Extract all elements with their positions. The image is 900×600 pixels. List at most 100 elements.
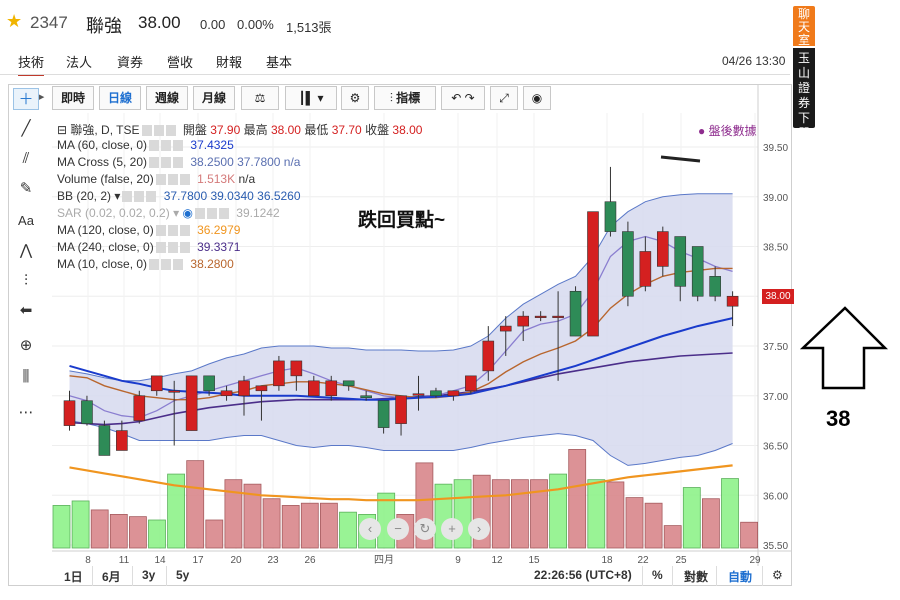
- compare-scale-icon[interactable]: ⚖: [241, 86, 279, 110]
- legend-ma10-buttons[interactable]: [149, 259, 186, 271]
- interval-weekly-button[interactable]: 週線: [146, 86, 188, 110]
- legend-macross-buttons[interactable]: [149, 157, 186, 169]
- range-1d[interactable]: 1日: [64, 570, 83, 584]
- tab-revenue[interactable]: 營收: [167, 55, 194, 70]
- favorite-star-icon[interactable]: ★: [6, 11, 23, 31]
- tabs-divider: [0, 74, 790, 75]
- volume-bar: [71, 500, 90, 549]
- x-tick-label: 11: [119, 555, 130, 566]
- chat-room-button[interactable]: 聊天室: [793, 6, 815, 47]
- legend-volume-value: 1.513K: [197, 172, 236, 186]
- low-value: 37.70: [331, 123, 362, 137]
- range-divider: [642, 566, 643, 586]
- high-value: 38.00: [270, 123, 301, 137]
- x-tick-label: 22: [637, 555, 649, 566]
- legend-ma240-label: MA (240, close, 0): [57, 240, 154, 254]
- legend-bb-label: BB (20, 2): [57, 189, 112, 203]
- legend-ma240[interactable]: MA (240, close, 0) 39.3371: [57, 240, 240, 254]
- candle-body: [255, 385, 268, 392]
- y-tick-label: 38.50: [763, 243, 788, 254]
- legend-sar-buttons[interactable]: [194, 208, 231, 220]
- indicators-button[interactable]: ⫶ 指標: [374, 86, 436, 110]
- quote-header: ★ 2347 聯強 38.00 0.00 0.00% 1,513張: [0, 0, 790, 48]
- chart-settings-icon[interactable]: ⫼: [22, 368, 30, 385]
- legend-main-buttons[interactable]: [141, 125, 178, 137]
- tab-basic[interactable]: 基本: [266, 55, 293, 70]
- range-5y[interactable]: 5y: [176, 568, 190, 582]
- chart-type-candle-icon[interactable]: ┃▌ ▾: [285, 86, 337, 110]
- y-tick-label: 37.00: [763, 392, 788, 403]
- bollinger-band: [69, 193, 733, 466]
- volume-bar: [644, 502, 663, 549]
- interval-realtime-button[interactable]: 即時: [52, 86, 94, 110]
- candle-body: [569, 290, 582, 337]
- range-6m[interactable]: 6月: [102, 570, 121, 584]
- undo-redo-icon[interactable]: ↶ ↷: [441, 86, 485, 110]
- log-scale-toggle[interactable]: 對數: [684, 570, 709, 584]
- pattern-tool-icon[interactable]: ⋀: [19, 242, 33, 259]
- x-tick-label: 8: [85, 555, 91, 566]
- legend-ma120-buttons[interactable]: [155, 225, 192, 237]
- tab-financials[interactable]: 財報: [216, 55, 243, 70]
- measure-tool-icon[interactable]: ⫶: [24, 272, 28, 289]
- tool-expand-arrow-icon[interactable]: ▶: [39, 94, 45, 101]
- reset-icon[interactable]: ↻: [414, 518, 436, 540]
- broker-order-button[interactable]: 玉山證券下單: [793, 48, 815, 140]
- tab-institutional[interactable]: 法人: [66, 55, 93, 70]
- legend-ma120[interactable]: MA (120, close, 0) 36.2979: [57, 223, 240, 237]
- auto-scale-toggle[interactable]: 自動: [728, 570, 753, 584]
- interval-daily-button[interactable]: 日線: [99, 86, 141, 110]
- settings-gear-icon[interactable]: ⚙: [341, 86, 369, 110]
- legend-bb-buttons[interactable]: [122, 191, 159, 203]
- volume-bars: [52, 449, 758, 549]
- stock-name: 聯強: [86, 16, 122, 36]
- bollinger-upper: [69, 193, 733, 382]
- candle-body: [238, 380, 250, 397]
- percent-scale-toggle[interactable]: %: [652, 568, 663, 582]
- legend-main[interactable]: ⊟ 聯強, D, TSE 開盤 37.90 最高 38.00 最低 37.70 …: [57, 121, 422, 138]
- arrow-left-icon[interactable]: ⬅: [19, 302, 33, 319]
- volume-bar: [90, 509, 109, 549]
- fib-tool-icon[interactable]: ⫽: [22, 150, 30, 167]
- zoom-out-icon[interactable]: −: [387, 518, 409, 540]
- legend-ma60-buttons[interactable]: [149, 140, 186, 152]
- interval-monthly-button[interactable]: 月線: [193, 86, 235, 110]
- legend-ma240-buttons[interactable]: [155, 242, 192, 254]
- tab-technical[interactable]: 技術: [18, 52, 45, 76]
- legend-macross[interactable]: MA Cross (5, 20) 38.2500 37.7800 n/a: [57, 155, 300, 169]
- candle-body: [185, 375, 198, 431]
- legend-bb[interactable]: BB (20, 2) ▾ 37.7800 39.0340 36.5260: [57, 189, 301, 203]
- after-hours-label: 盤後數據: [708, 124, 757, 138]
- text-tool-icon[interactable]: Aa: [18, 213, 34, 228]
- legend-volume[interactable]: Volume (false, 20) 1.513K n/a: [57, 172, 255, 186]
- volume-bar: [205, 519, 224, 549]
- scroll-right-icon[interactable]: ›: [468, 518, 490, 540]
- legend-volume-buttons[interactable]: [155, 174, 192, 186]
- y-tick-label: 37.50: [763, 342, 788, 353]
- legend-ma60[interactable]: MA (60, close, 0) 37.4325: [57, 138, 234, 152]
- after-hours-link[interactable]: ● 盤後數據: [698, 124, 757, 138]
- legend-sar[interactable]: SAR (0.02, 0.02, 0.2) ▾ ◉ 39.1242: [57, 206, 280, 220]
- range-3y[interactable]: 3y: [142, 568, 156, 582]
- zoom-icon[interactable]: ⊕: [19, 337, 33, 354]
- scale-settings-icon[interactable]: ⚙: [772, 568, 783, 582]
- camera-icon[interactable]: ◉: [523, 86, 551, 110]
- drawing-toolbar: ＋ ▶ ╱ ⫽ ✎ Aa ⋀ ⫶ ⬅ ⊕ ⫼ ⋯: [9, 85, 45, 525]
- zoom-in-icon[interactable]: +: [441, 518, 463, 540]
- crosshair-icon[interactable]: ＋: [13, 88, 39, 110]
- trend-line-icon[interactable]: ╱: [21, 120, 31, 137]
- fullscreen-icon[interactable]: ⤢: [490, 86, 518, 110]
- tab-margin[interactable]: 資券: [117, 55, 144, 70]
- range-divider: [92, 566, 93, 586]
- close-label: 收盤: [365, 123, 390, 137]
- candle-body: [81, 400, 93, 424]
- more-tools-icon[interactable]: ⋯: [18, 404, 34, 421]
- high-label: 最高: [243, 123, 268, 137]
- legend-ma10[interactable]: MA (10, close, 0) 38.2800: [57, 257, 234, 271]
- price-axis: 39.5039.0038.5038.0037.5037.0036.5036.00…: [763, 143, 788, 552]
- brush-icon[interactable]: ✎: [19, 180, 33, 197]
- scroll-left-icon[interactable]: ‹: [359, 518, 381, 540]
- candle-body: [552, 315, 564, 318]
- annotation-price-note: 38: [826, 406, 851, 431]
